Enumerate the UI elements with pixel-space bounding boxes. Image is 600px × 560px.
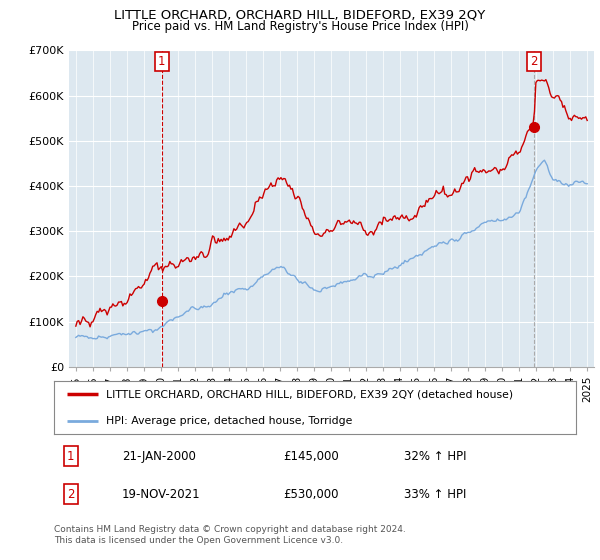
Text: £145,000: £145,000	[284, 450, 340, 463]
Text: 21-JAN-2000: 21-JAN-2000	[122, 450, 196, 463]
Text: 2: 2	[530, 55, 538, 68]
Text: Contains HM Land Registry data © Crown copyright and database right 2024.
This d: Contains HM Land Registry data © Crown c…	[54, 525, 406, 545]
Text: HPI: Average price, detached house, Torridge: HPI: Average price, detached house, Torr…	[106, 416, 353, 426]
Text: £530,000: £530,000	[284, 488, 339, 501]
Text: 33% ↑ HPI: 33% ↑ HPI	[404, 488, 466, 501]
Text: Price paid vs. HM Land Registry's House Price Index (HPI): Price paid vs. HM Land Registry's House …	[131, 20, 469, 32]
Text: 1: 1	[67, 450, 74, 463]
Text: LITTLE ORCHARD, ORCHARD HILL, BIDEFORD, EX39 2QY: LITTLE ORCHARD, ORCHARD HILL, BIDEFORD, …	[115, 8, 485, 21]
Text: LITTLE ORCHARD, ORCHARD HILL, BIDEFORD, EX39 2QY (detached house): LITTLE ORCHARD, ORCHARD HILL, BIDEFORD, …	[106, 389, 514, 399]
Text: 32% ↑ HPI: 32% ↑ HPI	[404, 450, 466, 463]
Text: 1: 1	[158, 55, 166, 68]
Text: 2: 2	[67, 488, 74, 501]
Text: 19-NOV-2021: 19-NOV-2021	[122, 488, 200, 501]
